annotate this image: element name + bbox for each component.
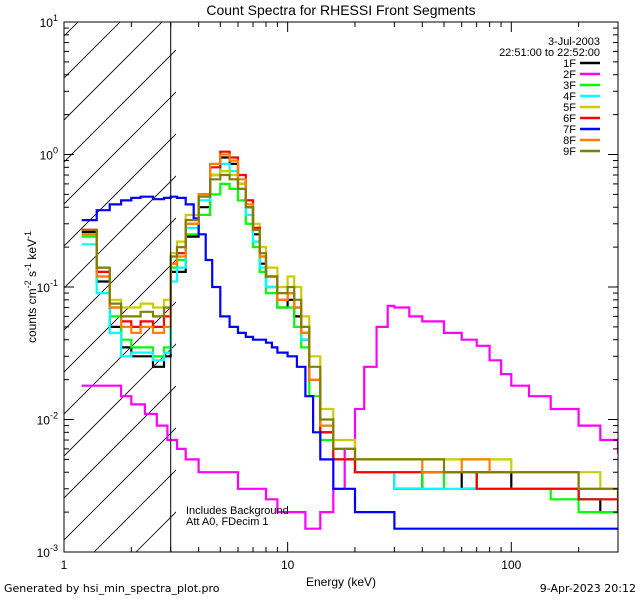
legend-label-5F: 5F <box>563 102 576 114</box>
hatch-line <box>64 427 176 541</box>
annotation-attenuator: Att A0, FDecim 1 <box>186 516 269 528</box>
y-tick-label: 101 <box>40 13 58 30</box>
hatch-line <box>64 49 176 163</box>
x-tick-label: 1 <box>61 558 68 572</box>
legend-time-range: 22:51:00 to 22:52:00 <box>499 47 600 59</box>
legend-label-3F: 3F <box>563 80 576 92</box>
y-tick-label: 10-3 <box>37 543 58 560</box>
hatch-line <box>64 217 176 331</box>
series-line-7F <box>81 195 618 530</box>
x-tick-label: 100 <box>501 558 521 572</box>
series-line-3F <box>81 182 618 514</box>
series-line-9F <box>81 173 618 500</box>
y-tick-label: 10-1 <box>37 278 58 295</box>
hatch-line <box>64 22 79 37</box>
legend-label-8F: 8F <box>563 135 576 147</box>
plot-timestamp: 9-Apr-2023 20:12 <box>539 582 636 595</box>
y-tick-label: 100 <box>40 146 58 163</box>
annotation-background: Includes Background <box>186 505 289 517</box>
x-axis-label: Energy (keV) <box>306 575 376 589</box>
legend-label-7F: 7F <box>563 124 576 136</box>
legend-label-9F: 9F <box>563 146 576 158</box>
hatch-line <box>64 301 176 415</box>
generated-by-note: Generated by hsi_min_spectra_plot.pro <box>4 582 220 595</box>
hatch-line <box>0 0 24 552</box>
series-lines <box>81 150 618 530</box>
legend-label-1F: 1F <box>563 58 576 70</box>
legend-label-2F: 2F <box>563 69 576 81</box>
y-tick-label: 10-2 <box>37 411 58 428</box>
hatch-line <box>64 22 163 121</box>
hatch-line <box>262 0 640 552</box>
hatch-line <box>220 0 640 552</box>
axis-tick-labels: 1 10 100 10-3 10-2 10-1 100 101 <box>37 13 522 572</box>
y-axis-label: counts cm-2 s-1 keV-1 <box>23 231 39 343</box>
series-line-2F <box>81 304 618 530</box>
hatch-line <box>64 22 121 79</box>
hatch-line <box>64 91 176 205</box>
legend-label-4F: 4F <box>563 91 576 103</box>
hatch-line <box>64 385 176 499</box>
series-line-5F <box>81 170 618 490</box>
hatch-line <box>64 175 176 289</box>
chart-title: Count Spectra for RHESSI Front Segments <box>206 2 475 18</box>
hatch-line <box>64 259 176 373</box>
hatched-region <box>0 0 640 552</box>
x-tick-label: 10 <box>281 558 295 572</box>
hatch-line <box>64 343 176 457</box>
legend-label-6F: 6F <box>563 113 576 125</box>
legend-date: 3-Jul-2003 <box>548 36 600 48</box>
